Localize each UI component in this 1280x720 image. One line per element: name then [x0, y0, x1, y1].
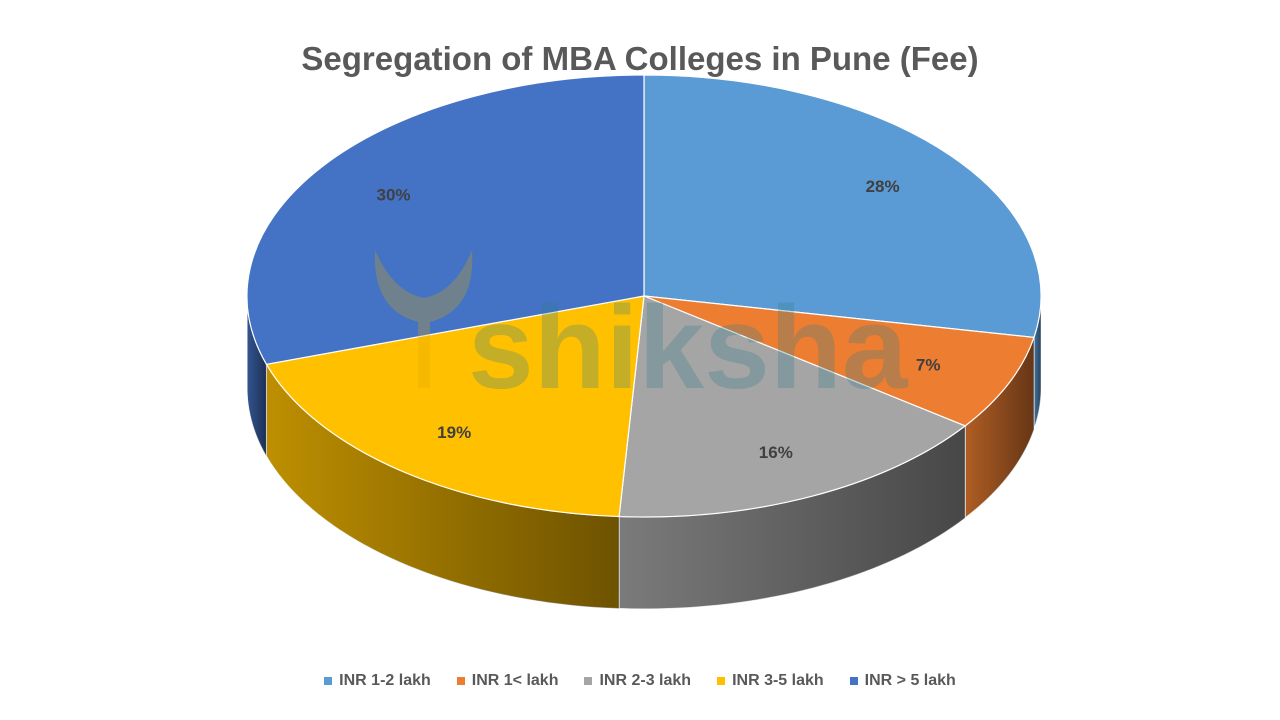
legend-label: INR 2-3 lakh — [599, 672, 692, 689]
slice-inr-2-3-lakh — [618, 295, 967, 518]
pie-sides — [246, 295, 1042, 610]
slice-inr-1-2-lakh — [643, 74, 1042, 339]
legend-swatch — [324, 677, 333, 685]
slice-inr-5-lakh-side-shade — [247, 296, 267, 457]
slice-inr-3-5-lakh — [265, 295, 645, 518]
pie-tops — [246, 74, 1042, 518]
slice-inr-2-3-lakh-side-shade — [619, 425, 966, 609]
pie-data-labels: 28% 7% 16% 19% 30% — [376, 177, 940, 462]
svg-text:shiksha: shiksha — [468, 282, 909, 414]
slice-inr-1-2-lakh-side-shade — [1033, 296, 1041, 430]
shiksha-watermark: shiksha — [374, 250, 909, 414]
chart-legend: INR 1-2 lakh INR 1< lakh INR 2-3 lakh INR 3… — [0, 672, 1280, 690]
slice-inr-1-lakh — [643, 295, 1035, 427]
legend-label: INR 3-5 lakh — [732, 672, 824, 689]
legend-swatch — [456, 677, 465, 685]
data-label-inr-2-3-lakh: 16% — [759, 443, 793, 462]
legend-label: INR 1< lakh — [471, 672, 559, 689]
legend-item: INR 1< lakh — [456, 672, 559, 690]
watermark-logo-icon — [374, 250, 473, 388]
data-label-inr-1-2-lakh: 28% — [866, 177, 900, 196]
legend-label: INR > 5 lakh — [864, 672, 956, 689]
chart-title: Segregation of MBA Colleges in Pune (Fee… — [301, 40, 979, 77]
slice-inr-3-5-lakh-side-shade — [266, 364, 620, 609]
legend-swatch — [584, 677, 593, 685]
legend-swatch — [849, 677, 858, 685]
legend-label: INR 1-2 lakh — [339, 672, 431, 689]
legend-item: INR > 5 lakh — [849, 672, 956, 690]
data-label-inr-3-5-lakh: 19% — [437, 423, 471, 442]
data-label-inr-1-lakh: 7% — [916, 356, 941, 375]
legend-item: INR 3-5 lakh — [717, 672, 824, 690]
legend-item: INR 1-2 lakh — [324, 672, 431, 690]
slice-inr-5-lakh — [246, 74, 645, 365]
legend-swatch — [717, 677, 726, 685]
data-label-inr-5-lakh: 30% — [376, 186, 410, 205]
slice-inr-1-lakh-side-shade — [965, 337, 1034, 518]
legend-item: INR 2-3 lakh — [584, 672, 691, 690]
